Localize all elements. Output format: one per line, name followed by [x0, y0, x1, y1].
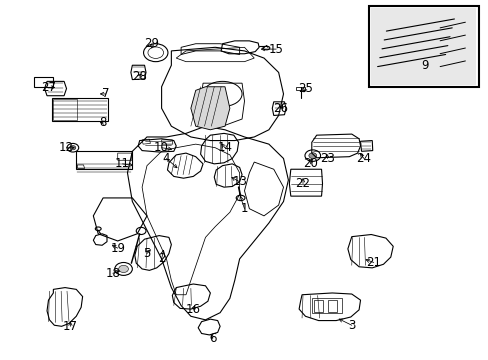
- Polygon shape: [190, 87, 229, 130]
- Text: 7: 7: [102, 87, 109, 100]
- Text: 22: 22: [295, 177, 310, 190]
- Text: 20: 20: [302, 157, 317, 170]
- Bar: [52, 98, 108, 121]
- Circle shape: [119, 265, 128, 273]
- Bar: [76, 151, 132, 169]
- Text: 28: 28: [131, 69, 146, 82]
- Text: 9: 9: [420, 59, 428, 72]
- Text: 5: 5: [143, 247, 150, 260]
- Text: 4: 4: [163, 152, 170, 165]
- Text: 18: 18: [105, 267, 120, 280]
- Text: 25: 25: [297, 82, 312, 95]
- Text: 23: 23: [319, 152, 334, 165]
- Text: 14: 14: [217, 141, 232, 154]
- Text: 17: 17: [63, 320, 78, 333]
- Bar: [53, 99, 77, 120]
- Text: 16: 16: [185, 303, 201, 316]
- Text: 24: 24: [356, 152, 371, 165]
- Text: 2: 2: [158, 252, 165, 265]
- Bar: [34, 77, 53, 87]
- Text: 11: 11: [115, 157, 130, 170]
- Circle shape: [70, 145, 76, 150]
- Circle shape: [308, 153, 316, 158]
- Text: 12: 12: [59, 141, 74, 154]
- Text: 26: 26: [273, 102, 288, 115]
- Text: 6: 6: [209, 332, 216, 345]
- Bar: [313, 300, 322, 312]
- Text: 29: 29: [144, 37, 159, 50]
- Text: 21: 21: [366, 256, 381, 269]
- Text: 3: 3: [347, 319, 355, 332]
- Bar: [311, 298, 341, 314]
- Text: 27: 27: [41, 81, 56, 94]
- Text: 10: 10: [154, 141, 169, 154]
- Text: 1: 1: [240, 202, 248, 215]
- Text: 19: 19: [110, 242, 125, 255]
- Text: 15: 15: [268, 42, 283, 55]
- Bar: [328, 300, 336, 312]
- Bar: [368, 6, 478, 87]
- Text: 13: 13: [232, 175, 246, 188]
- Bar: [370, 8, 475, 85]
- Text: 8: 8: [99, 116, 106, 129]
